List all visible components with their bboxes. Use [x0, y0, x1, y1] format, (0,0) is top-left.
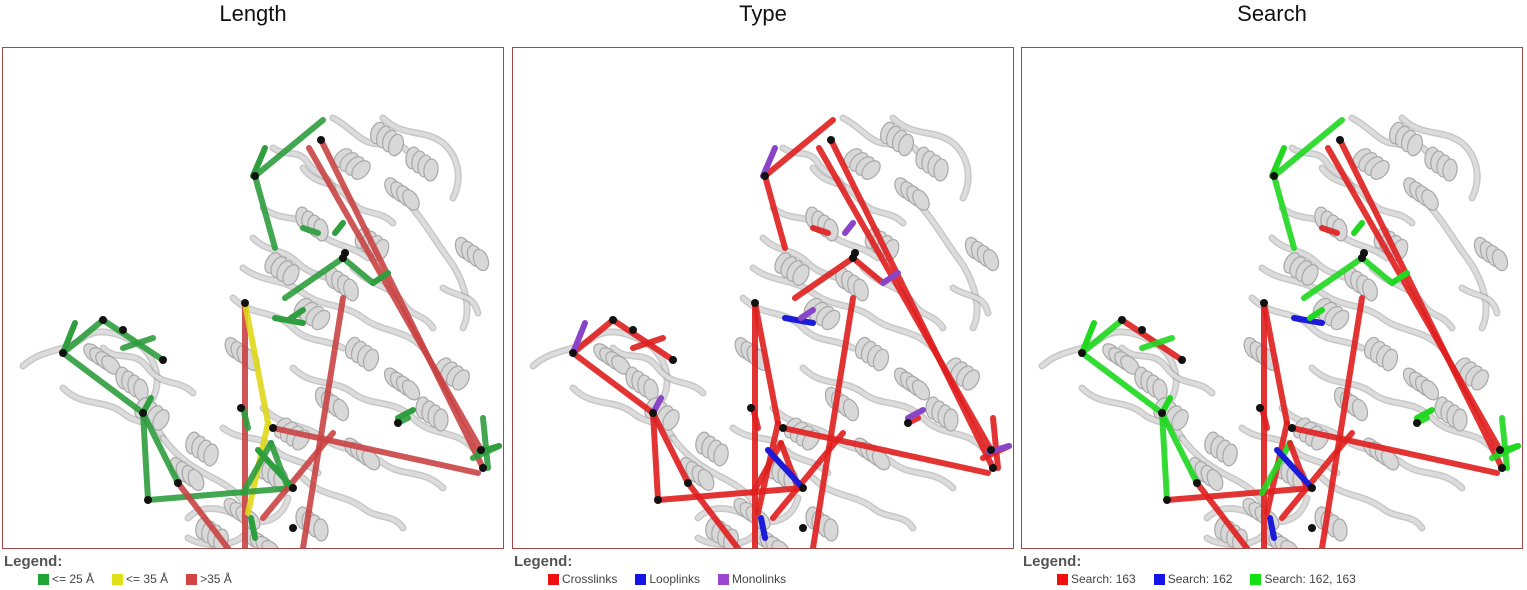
protein-structure-svg	[529, 114, 1012, 548]
structure-viewer[interactable]	[1021, 47, 1523, 549]
legend-item-search-162-163: Search: 162, 163	[1250, 571, 1356, 587]
legend-item-search-162: Search: 162	[1153, 571, 1233, 587]
legend-label: Search: 162, 163	[1264, 572, 1356, 586]
legend-swatch	[186, 573, 198, 585]
legend: <= 25 Å <= 35 Å >35 Å	[38, 571, 250, 587]
legend-title: Legend:	[4, 553, 63, 570]
legend-item-looplinks: Looplinks	[635, 571, 700, 587]
legend-item-search-163: Search: 163	[1057, 571, 1136, 587]
legend-swatch	[548, 573, 559, 585]
legend-item-le-35: <= 35 Å	[112, 571, 168, 587]
crosslink-rods	[1078, 117, 1521, 548]
panel-title: Type	[739, 1, 787, 26]
legend-title: Legend:	[1023, 553, 1082, 570]
legend-label: Monolinks	[732, 572, 787, 586]
legend-label: Crosslinks	[562, 572, 618, 586]
panel-type: Type Legend: Crosslinks Looplinks Monoli…	[512, 0, 1014, 590]
legend-label: Search: 162	[1167, 572, 1233, 586]
legend-label: Search: 163	[1071, 572, 1136, 586]
panel-title: Length	[219, 1, 287, 26]
legend-label: Looplinks	[649, 572, 701, 586]
protein-structure-svg	[19, 114, 502, 548]
legend-title: Legend:	[514, 553, 573, 570]
legend-label: <= 25 Å	[52, 572, 95, 586]
panel-search: Search Legend: Search: 163 Search: 162 S…	[1021, 0, 1523, 590]
legend-swatch	[635, 573, 647, 585]
legend-swatch	[112, 573, 124, 585]
legend-label: >35 Å	[200, 572, 232, 586]
legend: Crosslinks Looplinks Monolinks	[548, 571, 804, 587]
structure-viewer[interactable]	[2, 47, 504, 549]
legend-swatch	[1250, 573, 1262, 585]
panel-title: Search	[1237, 1, 1307, 26]
legend-item-crosslinks: Crosslinks	[548, 571, 617, 587]
legend-item-le-25: <= 25 Å	[38, 571, 94, 587]
legend-label: <= 35 Å	[126, 572, 169, 586]
legend: Search: 163 Search: 162 Search: 162, 163	[1057, 571, 1374, 587]
structure-viewer[interactable]	[512, 47, 1014, 549]
legend-swatch	[1153, 573, 1165, 585]
crosslink-rods	[59, 117, 502, 548]
legend-swatch	[1057, 573, 1068, 585]
ribbon-structure	[529, 114, 1000, 548]
panel-length: Length Legend: <= 25 Å <= 35 Å >35 Å	[2, 0, 504, 590]
legend-swatch	[718, 573, 730, 585]
protein-structure-svg	[1038, 114, 1521, 548]
legend-item-monolinks: Monolinks	[718, 571, 786, 587]
crosslink-rods	[569, 117, 1012, 548]
legend-swatch	[38, 573, 49, 585]
legend-item-gt-35: >35 Å	[186, 571, 232, 587]
